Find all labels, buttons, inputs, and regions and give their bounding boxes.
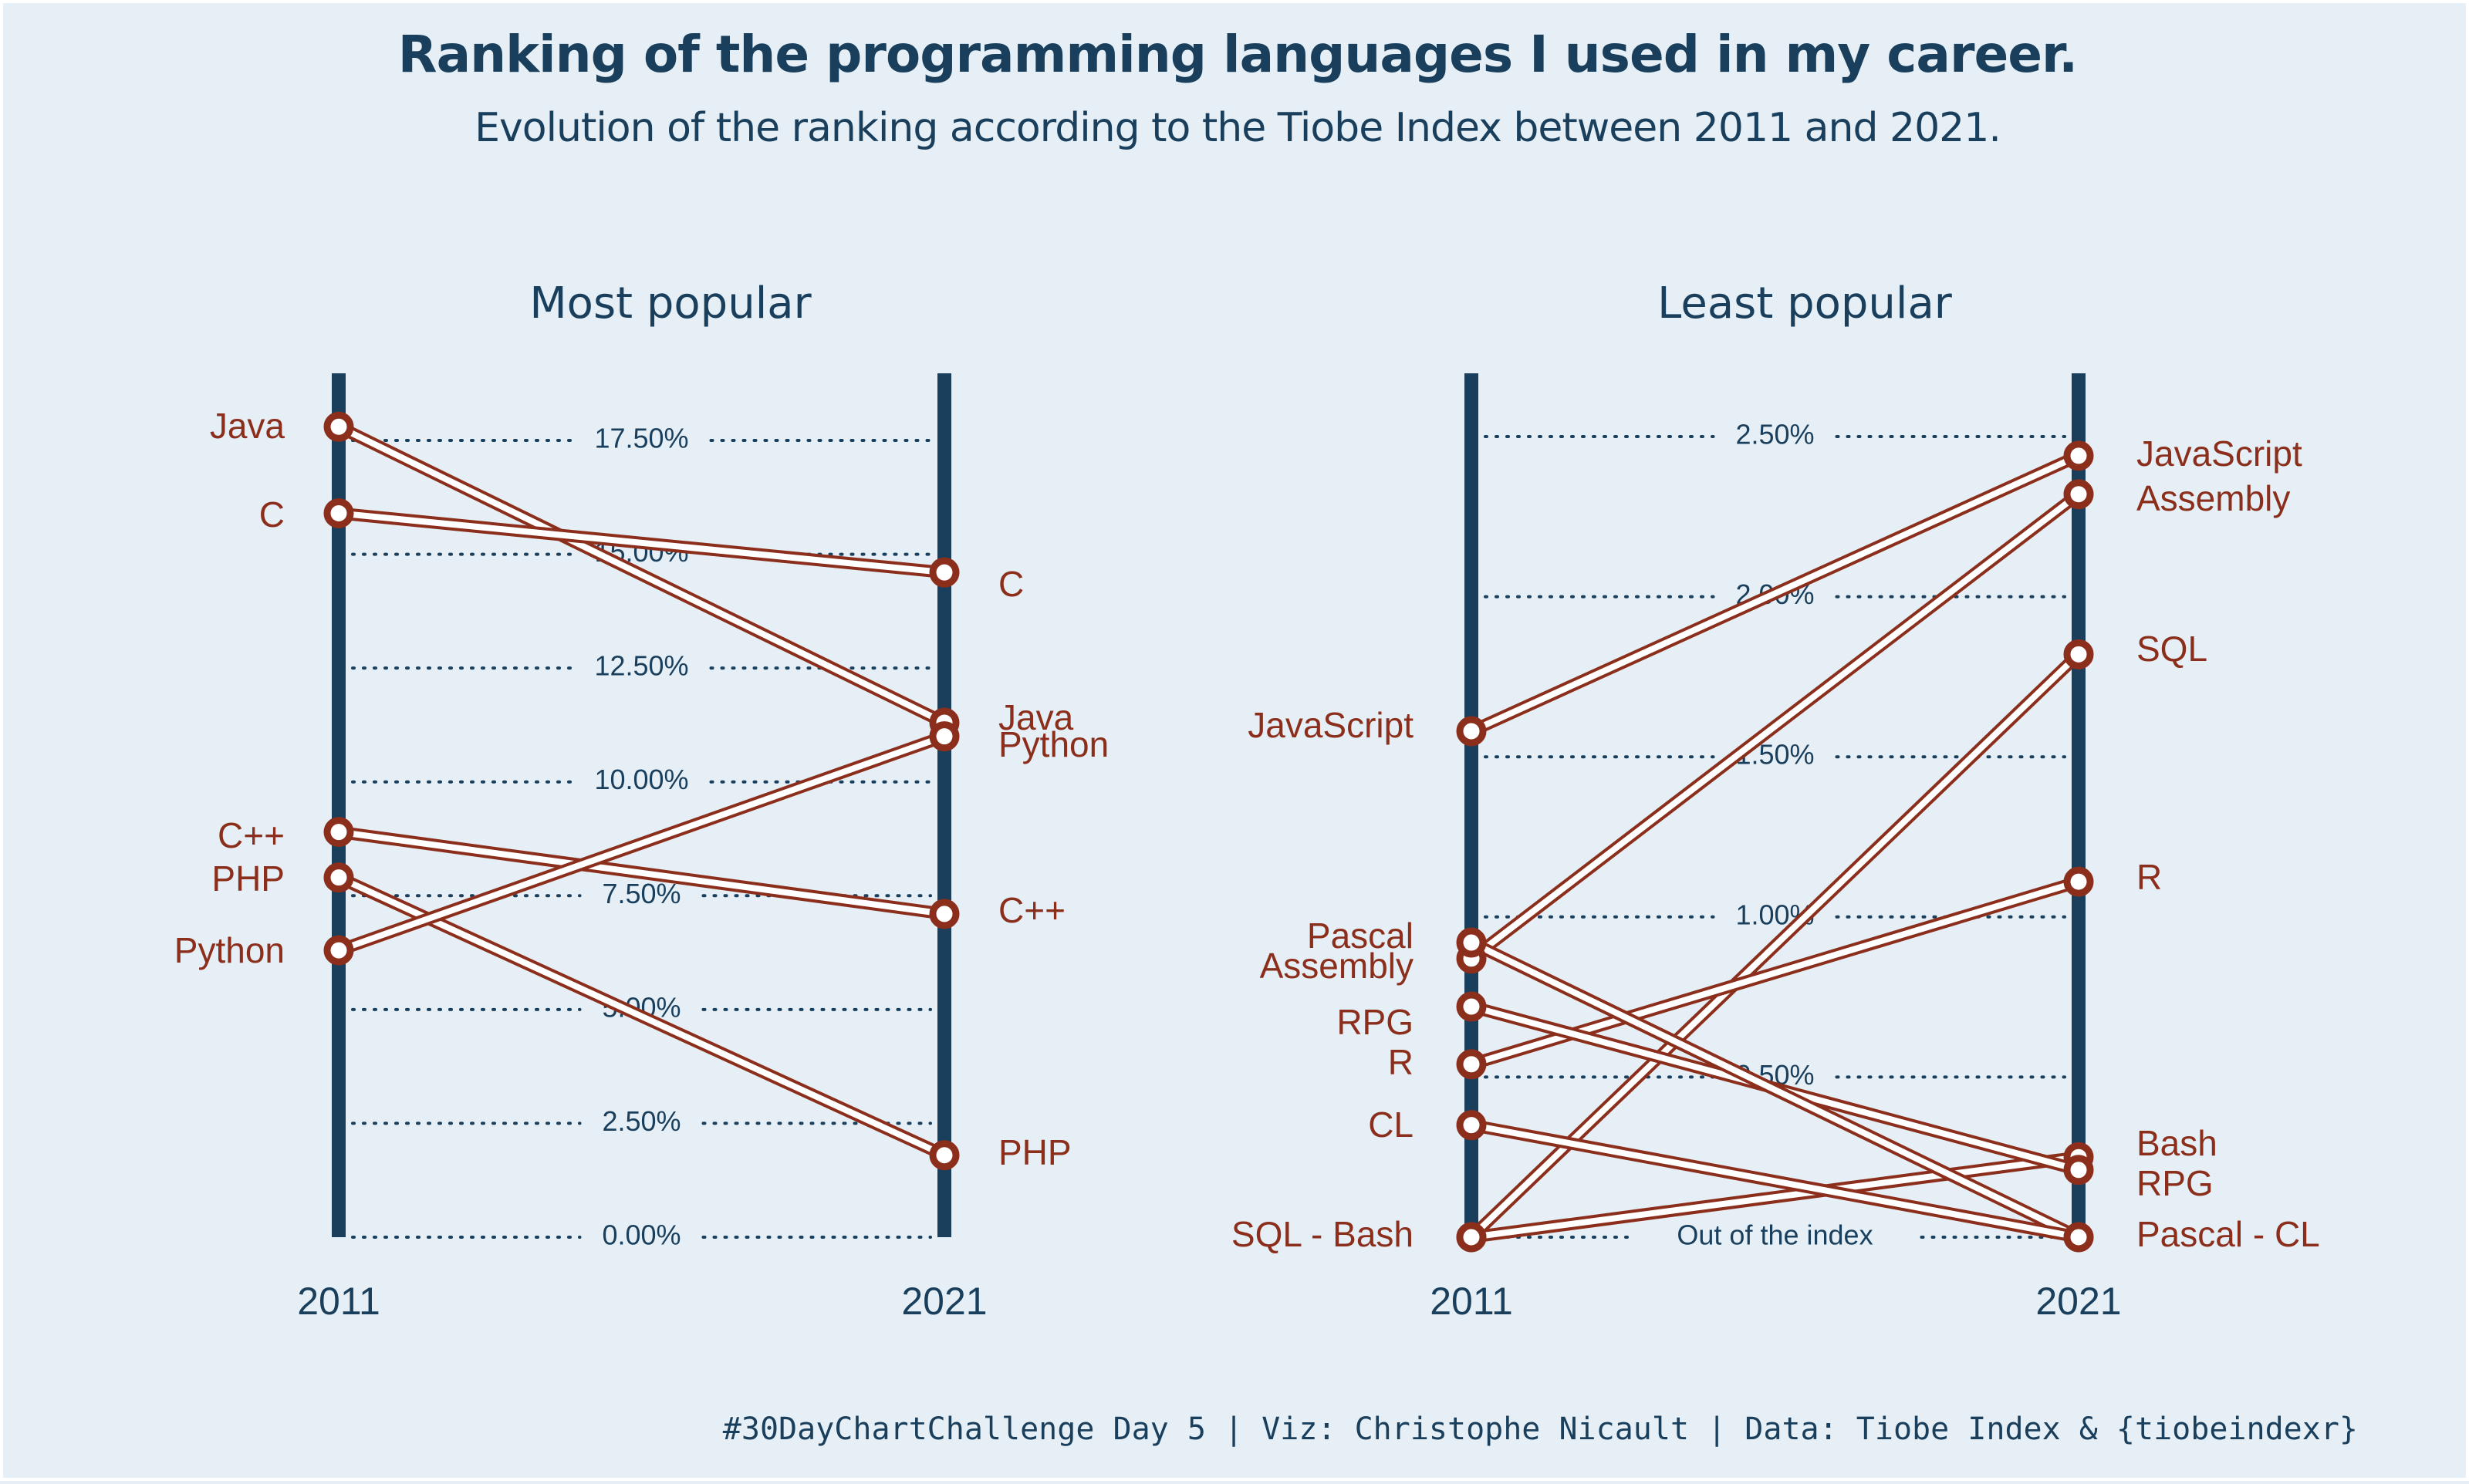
data-point-sql <box>2063 639 2094 669</box>
series-line-pascal <box>1468 939 2082 1240</box>
y-tick-label: 10.00% <box>594 764 688 795</box>
label-2021-javascript: JavaScript <box>2136 433 2302 474</box>
label-2011-r: R <box>1388 1042 1414 1082</box>
label-2011-rpg: RPG <box>1336 1002 1414 1042</box>
label-2011-java: Java <box>210 406 285 446</box>
data-point-c++ <box>929 899 960 929</box>
label-2021-rpg: RPG <box>2136 1163 2214 1203</box>
y-tick-label: 2.50% <box>1735 419 1814 450</box>
label-2011-javascript: JavaScript <box>1248 705 1414 745</box>
label-2011-c++: C++ <box>218 815 285 855</box>
data-point-python <box>323 935 354 966</box>
x-label-2011: 2011 <box>297 1280 380 1323</box>
data-point-bash <box>1456 1222 1487 1253</box>
label-2011-assembly: Assembly <box>1260 946 1414 986</box>
data-point-javascript <box>1456 716 1487 747</box>
series-line-python <box>336 733 947 954</box>
chart-caption: #30DayChartChallenge Day 5 | Viz: Christ… <box>722 1411 2358 1447</box>
data-point-python <box>929 721 960 752</box>
y-tick-label: 17.50% <box>594 423 688 454</box>
slope-charts: Most popular0.00%2.50%5.00%7.50%10.00%12… <box>174 278 2320 1323</box>
data-point-javascript <box>2063 440 2094 471</box>
label-2011-cl: CL <box>1368 1105 1414 1145</box>
label-2011-php: PHP <box>211 858 285 899</box>
series-line-php <box>336 874 947 1159</box>
x-label-2021: 2021 <box>2035 1280 2121 1323</box>
data-point-c++ <box>323 817 354 848</box>
y-tick-label: 2.50% <box>602 1105 681 1137</box>
data-point-c <box>323 497 354 528</box>
data-point-rpg <box>1456 991 1487 1022</box>
panel-title-0: Most popular <box>529 278 812 329</box>
label-2011-c: C <box>259 494 285 535</box>
series-line-javascript <box>1468 452 2082 734</box>
data-point-rpg <box>2063 1155 2094 1186</box>
y-tick-label: 12.50% <box>594 650 688 682</box>
y-tick-label: Out of the index <box>1677 1219 1873 1251</box>
data-point-pascal <box>1456 927 1487 958</box>
data-point-r <box>1456 1049 1487 1080</box>
label-2021-pascal-cl: Pascal - CL <box>2136 1214 2320 1254</box>
label-2021-python: Python <box>998 724 1109 764</box>
series-line-bash <box>1468 1154 2082 1240</box>
data-point-cl <box>2063 1222 2094 1253</box>
label-2021-sql: SQL <box>2136 629 2207 669</box>
label-2011-python: Python <box>174 930 285 970</box>
label-2021-assembly: Assembly <box>2136 478 2290 518</box>
x-label-2021: 2021 <box>901 1280 987 1323</box>
data-point-php <box>323 862 354 893</box>
label-2021-c: C <box>998 564 1024 604</box>
chart-title: Ranking of the programming languages I u… <box>397 25 2079 84</box>
series-line-cl <box>1468 1121 2082 1240</box>
label-2021-r: R <box>2136 857 2162 897</box>
label-2021-java: Java <box>998 697 1074 737</box>
label-2021-php: PHP <box>998 1132 1072 1172</box>
label-2011-sql-bash: SQL - Bash <box>1231 1214 1414 1254</box>
data-point-assembly <box>2063 479 2094 510</box>
chart-subtitle: Evolution of the ranking according to th… <box>475 105 2001 151</box>
x-label-2011: 2011 <box>1430 1280 1513 1323</box>
series-line-java <box>336 423 947 726</box>
data-point-java <box>323 411 354 442</box>
data-point-php <box>929 1140 960 1171</box>
label-2011-pascal: Pascal <box>1307 916 1414 956</box>
label-2021-c++: C++ <box>998 890 1066 930</box>
y-tick-label: 7.50% <box>602 878 681 909</box>
series-line-c++ <box>336 828 947 917</box>
label-2021-bash: Bash <box>2136 1123 2217 1163</box>
data-point-cl <box>1456 1110 1487 1141</box>
panel-title-1: Least popular <box>1657 278 1953 329</box>
data-point-c <box>929 557 960 588</box>
data-point-r <box>2063 866 2094 897</box>
series-line-assembly <box>1468 491 2082 962</box>
series-line-c <box>336 510 947 576</box>
y-tick-label: 0.00% <box>602 1219 681 1251</box>
